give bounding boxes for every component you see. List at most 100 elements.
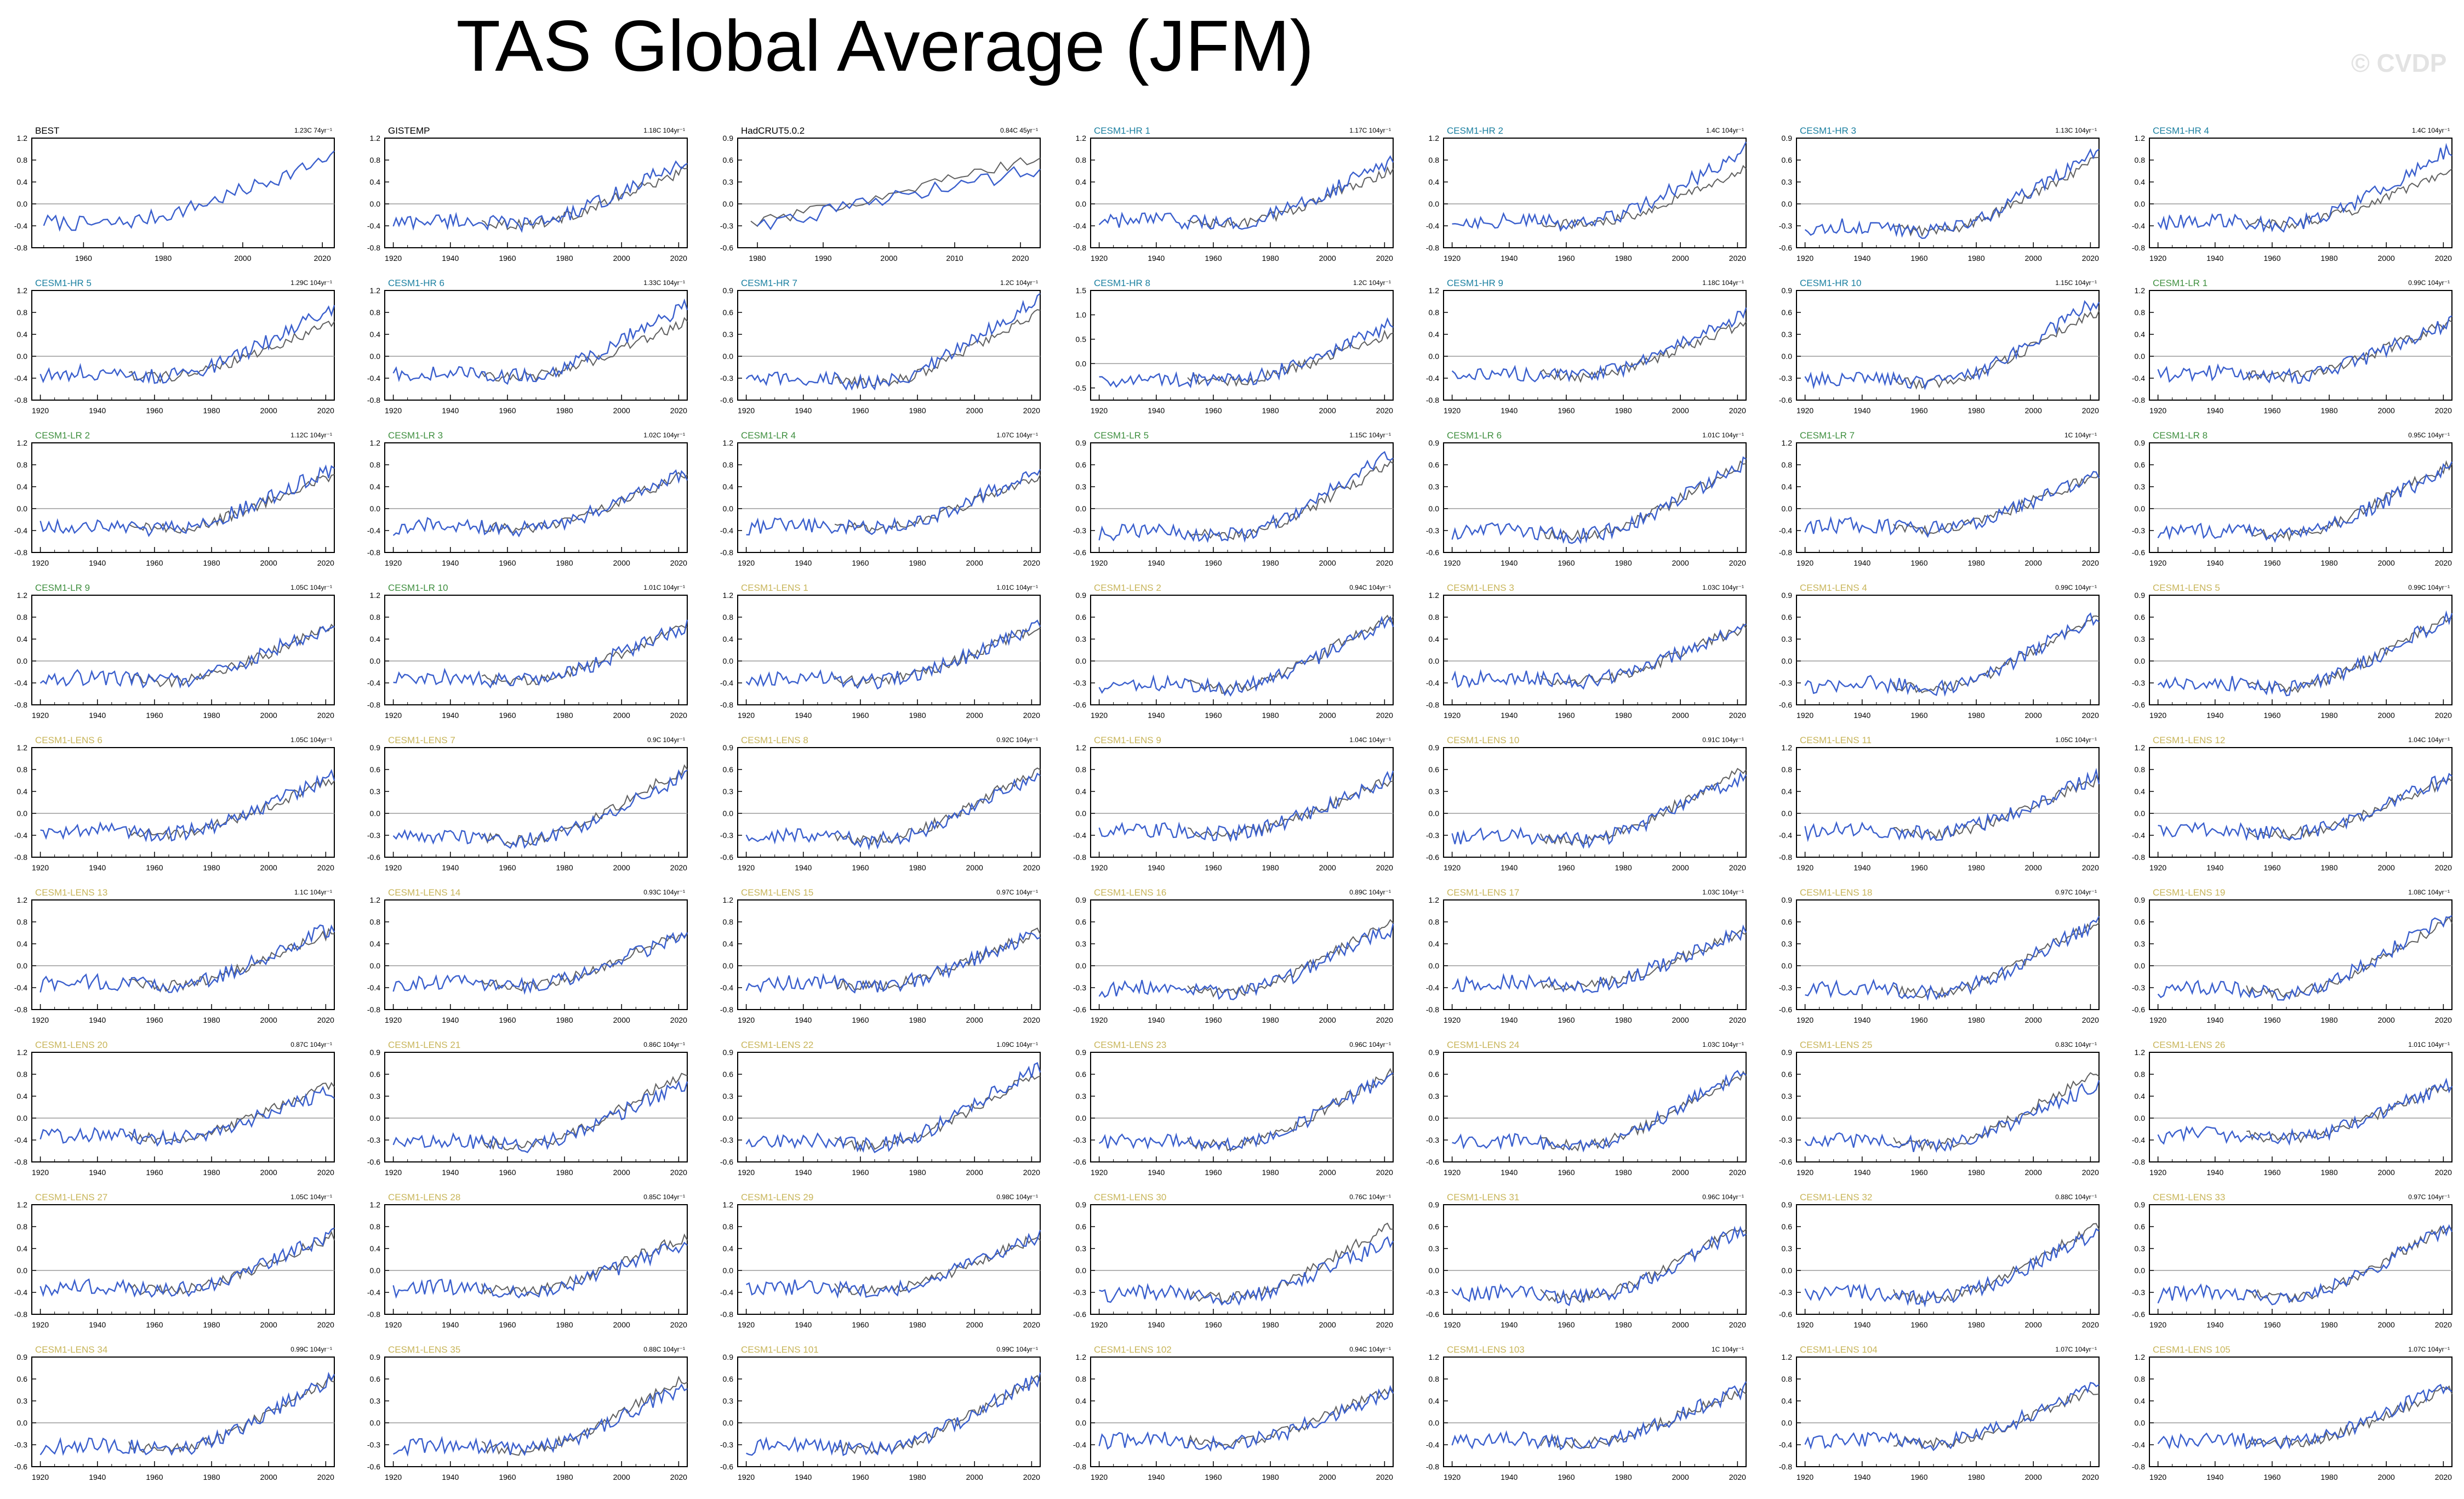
y-tick-label: 0.6: [1782, 917, 1793, 926]
x-tick-label: 1980: [2320, 1473, 2337, 1481]
model-series-line: [745, 293, 1041, 391]
y-tick-label: 0.9: [723, 1048, 734, 1057]
x-tick-label: 1940: [89, 406, 106, 415]
y-tick-label: -0.8: [367, 1310, 380, 1319]
y-tick-label: -0.8: [367, 243, 380, 252]
model-series-line: [1452, 1070, 1747, 1153]
y-tick-label: 1.2: [1076, 134, 1087, 143]
y-tick-label: -0.6: [1426, 853, 1439, 862]
obs-series-line: [1893, 310, 2100, 390]
panel-trend: 1C 104yr⁻¹: [1712, 1346, 1744, 1353]
panel-trend: 1.18C 104yr⁻¹: [1702, 279, 1744, 287]
x-tick-label: 1940: [442, 1320, 459, 1329]
model-series-line: [392, 769, 688, 849]
x-tick-label: 1960: [499, 1473, 516, 1481]
y-tick-label: -0.8: [14, 853, 27, 862]
y-tick-label: -0.4: [720, 526, 733, 535]
panel-title: CESM1-LENS 32: [1800, 1192, 1872, 1202]
panel-trend: 1.07C 104yr⁻¹: [996, 431, 1038, 439]
panel-trend: 0.99C 104yr⁻¹: [2408, 279, 2450, 287]
x-tick-label: 2020: [2435, 1320, 2452, 1329]
x-tick-label: 1960: [146, 1473, 163, 1481]
panel-title: CESM1-LR 9: [35, 583, 90, 593]
y-tick-label: 0.8: [370, 308, 381, 317]
model-series-line: [1098, 1385, 1394, 1452]
x-tick-label: 2000: [2378, 1016, 2395, 1024]
y-tick-label: 1.2: [17, 438, 28, 447]
y-tick-label: 0.0: [370, 200, 381, 208]
panel-title: CESM1-LENS 19: [2153, 887, 2225, 898]
model-series-line: [2157, 1383, 2452, 1450]
panel-best: BEST 1.23C 74yr⁻¹ 1.2 0.8 0.4 0.0 -0.4 -0.8 1960…: [14, 126, 335, 263]
y-tick-label: 0.4: [1429, 635, 1440, 643]
x-tick-label: 1960: [499, 254, 516, 263]
x-tick-label: 2020: [2435, 1016, 2452, 1024]
x-tick-label: 1960: [1910, 1320, 1927, 1329]
x-tick-label: 1980: [556, 254, 573, 263]
panel-title: HadCRUT5.0.2: [741, 126, 805, 136]
y-tick-label: 0.8: [1429, 917, 1440, 926]
model-series-line: [1804, 148, 2100, 240]
y-tick-label: 0.0: [2135, 1266, 2146, 1275]
y-tick-label: 0.8: [370, 613, 381, 622]
panel-cesm1-lr-7: CESM1-LR 7 1C 104yr⁻¹ 1.2 0.8 0.4 0.0 -0.4 -0.8…: [1779, 430, 2100, 567]
x-tick-label: 2000: [1672, 1168, 1689, 1177]
x-tick-label: 2000: [1672, 711, 1689, 720]
plot-frame: [384, 747, 688, 858]
plot-frame: [31, 595, 335, 705]
y-tick-label: 0.4: [2135, 178, 2146, 186]
y-tick-label: 0.0: [1429, 809, 1440, 818]
y-tick-label: 0.8: [1429, 308, 1440, 317]
panel-trend: 1.2C 104yr⁻¹: [1353, 279, 1391, 287]
x-tick-label: 1920: [385, 254, 402, 263]
y-tick-label: 0.3: [1429, 1092, 1440, 1101]
y-tick-label: -0.8: [2132, 1462, 2145, 1471]
y-tick-label: 0.9: [1782, 286, 1793, 295]
x-tick-label: 2020: [670, 558, 687, 567]
x-tick-label: 2020: [317, 406, 334, 415]
x-tick-label: 2000: [613, 254, 630, 263]
x-tick-label: 1980: [203, 863, 220, 872]
panel-trend: 1.01C 104yr⁻¹: [2408, 1041, 2450, 1048]
panel-cesm1-lens-15: CESM1-LENS 15 0.97C 104yr⁻¹ 1.2 0.8 0.4 0.0 -0…: [720, 887, 1041, 1024]
x-tick-label: 1940: [442, 406, 459, 415]
y-tick-label: 0.6: [723, 1070, 734, 1079]
x-tick-label: 1920: [385, 1016, 402, 1024]
obs-series-line: [128, 1230, 335, 1296]
panel-trend: 1.03C 104yr⁻¹: [1702, 1041, 1744, 1048]
x-tick-label: 2000: [2025, 863, 2042, 872]
y-tick-label: 0.0: [17, 1418, 28, 1427]
y-tick-label: -0.8: [1426, 243, 1439, 252]
y-tick-label: 0.4: [17, 178, 28, 186]
y-tick-label: 0.3: [723, 1092, 734, 1101]
y-tick-label: 0.6: [723, 156, 734, 164]
x-tick-label: 1960: [1558, 863, 1575, 872]
x-tick-label: 1960: [1205, 1168, 1222, 1177]
obs-series-line: [1540, 1388, 1747, 1449]
y-tick-label: 0.3: [1782, 330, 1793, 339]
y-tick-label: 1.2: [17, 896, 28, 904]
x-tick-label: 1960: [1558, 406, 1575, 415]
y-tick-label: -0.4: [1779, 526, 1792, 535]
plot-frame: [2149, 747, 2452, 858]
y-tick-label: 1.2: [17, 1048, 28, 1057]
x-tick-label: 1920: [1796, 1168, 1813, 1177]
x-tick-label: 1960: [146, 558, 163, 567]
y-tick-label: -0.6: [1426, 1158, 1439, 1166]
y-tick-label: 0.8: [2135, 156, 2146, 164]
panel-title: CESM1-LENS 16: [1094, 887, 1166, 898]
y-tick-label: 0.0: [17, 961, 28, 970]
y-tick-label: 0.8: [1076, 1375, 1087, 1383]
model-series-line: [1451, 623, 1747, 690]
x-tick-label: 1940: [1148, 1320, 1165, 1329]
panel-cesm1-lens-23: CESM1-LENS 23 0.96C 104yr⁻¹ 0.9 0.6 0.3 0.0 -0…: [1073, 1040, 1394, 1177]
y-tick-label: -0.4: [2132, 221, 2145, 230]
panel-title: CESM1-LENS 5: [2153, 583, 2220, 593]
y-tick-label: -0.8: [367, 396, 380, 404]
x-tick-label: 2020: [1376, 1016, 1393, 1024]
y-tick-label: -0.3: [1779, 679, 1792, 687]
x-tick-label: 1960: [1558, 1016, 1575, 1024]
y-tick-label: -0.6: [1779, 1158, 1792, 1166]
y-tick-label: 0.4: [723, 482, 734, 491]
y-tick-label: -0.4: [1426, 679, 1439, 687]
